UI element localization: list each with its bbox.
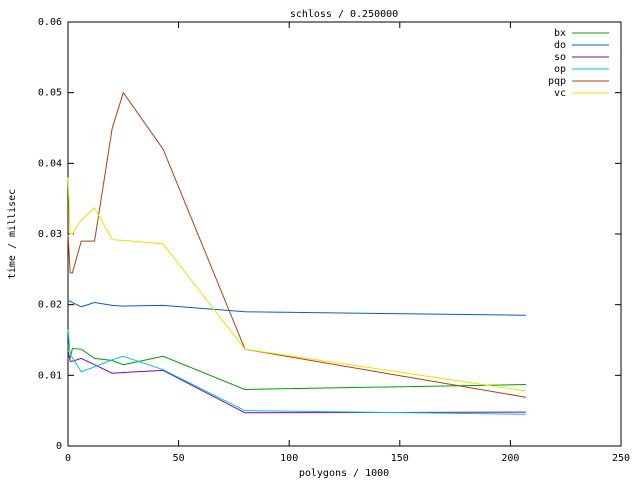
y-tick-label: 0.01 [38, 370, 62, 381]
series-line [67, 177, 526, 392]
y-tick-label: 0.02 [38, 300, 62, 311]
x-tick-label: 100 [280, 453, 298, 464]
legend-label: bx [554, 28, 566, 39]
x-tick-label: 0 [65, 453, 71, 464]
series-line [68, 300, 526, 316]
y-tick-label: 0.05 [38, 88, 62, 99]
y-axis-label: time / millisec [7, 189, 18, 279]
legend-label: op [554, 64, 566, 75]
series-line [67, 347, 526, 390]
y-tick-label: 0.04 [38, 158, 62, 169]
series-line [67, 91, 526, 398]
x-tick-label: 200 [501, 453, 519, 464]
series-line [67, 350, 526, 414]
legend-label: pqp [548, 76, 566, 87]
legend-label: so [554, 52, 566, 63]
x-tick-label: 150 [391, 453, 409, 464]
x-axis-label: polygons / 1000 [299, 468, 389, 479]
x-tick-label: 250 [612, 453, 630, 464]
y-tick-label: 0.03 [38, 229, 62, 240]
chart-title: schloss / 0.250000 [290, 9, 398, 20]
legend-label: vc [554, 88, 566, 99]
series-line [67, 329, 526, 415]
legend-label: do [554, 40, 566, 51]
y-tick-label: 0 [56, 441, 62, 452]
y-tick-label: 0.06 [38, 17, 62, 28]
x-tick-label: 50 [173, 453, 185, 464]
plot-frame [67, 21, 622, 447]
